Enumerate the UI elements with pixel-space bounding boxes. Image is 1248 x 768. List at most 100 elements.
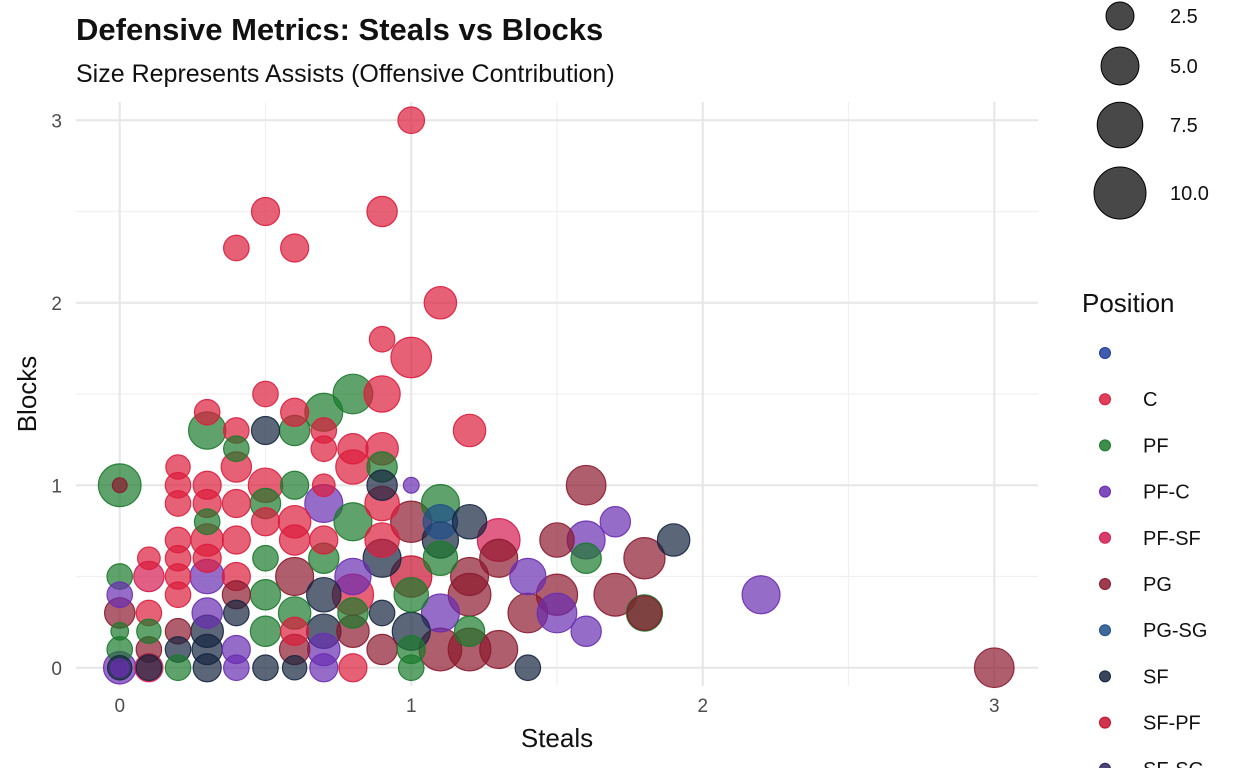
data-point [309,525,339,555]
size-legend-label: 5.0 [1170,56,1198,78]
data-point [252,544,279,572]
data-point [164,581,192,609]
data-point [164,654,192,682]
color-legend-key [1099,624,1111,637]
y-tick-label: 3 [51,111,62,132]
data-point [310,435,338,463]
data-point [390,336,433,379]
axes: 0 1 2 3 0 1 2 3 [51,111,999,717]
data-point [449,556,490,597]
data-point [250,415,281,446]
data-point [110,658,130,678]
data-point [221,488,251,519]
color-legend-label: PG [1143,574,1172,596]
data-point [223,654,250,682]
color-legend-label: PG-SG [1143,620,1207,642]
data-point [192,653,222,683]
data-point [193,508,221,536]
size-legend: 2.5 5.0 7.5 10.0 [1093,1,1209,220]
data-point [626,595,663,631]
data-point [570,542,602,574]
size-legend-key [1105,1,1135,31]
x-tick-label: 3 [989,696,1000,717]
data-point [280,616,310,646]
color-legend-label: PF-SF [1143,528,1201,550]
x-tick-label: 0 [114,696,125,717]
chart-title: Defensive Metrics: Steals vs Blocks [76,12,603,47]
data-point [280,233,310,263]
data-point [333,502,373,542]
data-point [368,325,396,353]
data-point [479,629,519,670]
color-legend-label: SF-PF [1143,713,1201,735]
data-point [252,654,279,682]
color-legend-key [1099,716,1111,729]
x-tick-label: 2 [697,696,708,717]
x-tick-label: 1 [406,696,417,717]
data-point [280,397,310,427]
data-point [309,653,339,683]
color-legend-key [1099,485,1111,498]
y-tick-label: 1 [51,476,62,497]
data-point [275,556,315,597]
data-point [337,597,369,629]
color-legend-key [1099,393,1111,406]
chart-subtitle: Size Represents Assists (Offensive Contr… [76,60,615,88]
color-legend-key [1099,578,1111,590]
color-legend-label: SF-SG [1143,759,1204,768]
data-point [165,454,191,480]
data-point [193,398,221,426]
data-point [249,579,282,611]
color-legend-key [1099,762,1111,768]
size-legend-key [1093,166,1147,220]
data-point [311,473,336,498]
color-legend-key [1099,531,1111,544]
data-point [252,380,279,408]
data-point [364,522,400,558]
size-legend-label: 7.5 [1170,115,1198,137]
data-point [570,615,602,647]
data-point [509,557,547,596]
size-legend-key [1096,101,1144,149]
data-point [249,615,282,647]
data-point [223,599,250,627]
data-point [623,537,666,580]
color-legend-label: PF-C [1143,482,1190,504]
data-point [110,621,130,641]
data-point [397,106,426,135]
data-point [539,522,575,558]
data-point [366,469,398,501]
color-legend-title: Position [1082,288,1175,318]
data-point [593,572,638,617]
data-point [366,195,398,228]
color-legend-key [1099,670,1111,683]
data-point [250,196,281,227]
data-point [973,647,1015,689]
size-legend-label: 10.0 [1170,183,1209,205]
data-point [402,476,420,494]
data-point [334,557,372,596]
data-point [514,654,542,682]
size-legend-key [1100,46,1140,86]
size-legend-label: 2.5 [1170,6,1198,28]
data-point [111,477,128,494]
data-point [278,524,311,556]
data-point [453,615,486,647]
data-point [135,654,163,682]
color-legend: Position C PF PF-C PF-SF PG PG-SG SF SF-PF SF-SG [1082,288,1207,768]
plot-points [97,106,1015,689]
data-point [423,285,458,320]
data-point [136,546,161,571]
data-point [221,525,251,555]
data-point [599,506,632,538]
data-point [281,654,308,681]
data-point [306,576,342,613]
data-point [452,413,487,448]
x-axis-title: Steals [521,723,593,753]
color-legend-label: C [1143,389,1157,411]
data-point [223,435,250,463]
data-point [192,543,222,573]
data-point [223,234,250,262]
data-point [368,599,396,627]
